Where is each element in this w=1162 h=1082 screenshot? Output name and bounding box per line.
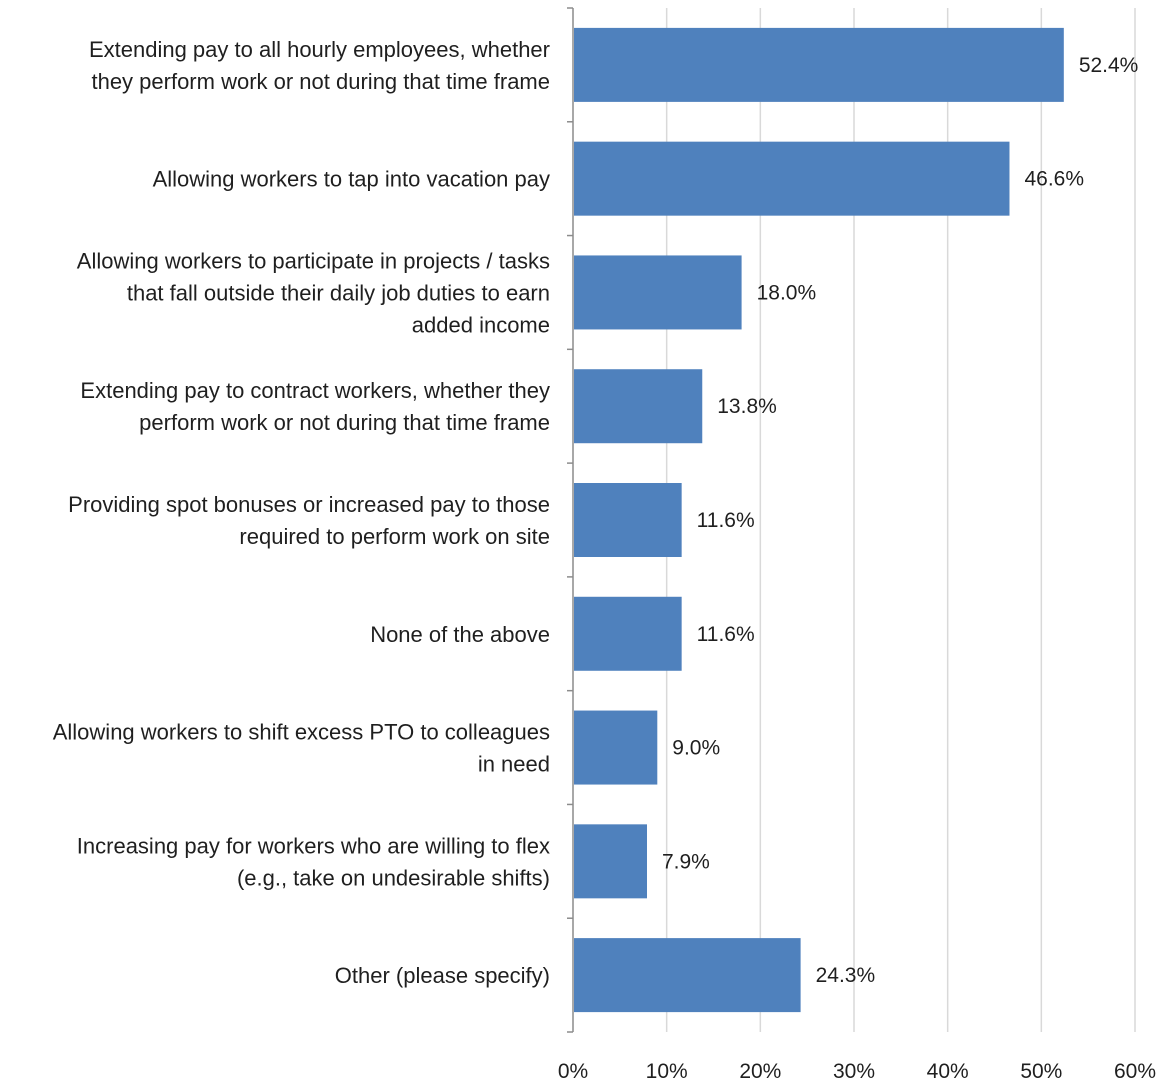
x-tick-label: 30% — [833, 1060, 875, 1082]
bar — [574, 710, 658, 785]
value-label: 52.4% — [1079, 54, 1139, 77]
category-label: Extending pay to contract workers, wheth… — [80, 378, 550, 403]
bar — [574, 938, 801, 1013]
bars — [574, 27, 1064, 1013]
category-label: they perform work or not during that tim… — [91, 69, 550, 94]
bar — [574, 369, 703, 444]
category-label: required to perform work on site — [239, 524, 550, 549]
x-tick-labels: 0% 10% 20% 30% 40% 50% 60% — [558, 1060, 1156, 1082]
x-tick-label: 60% — [1114, 1060, 1156, 1082]
value-labels: 52.4% 46.6% 18.0% 13.8% 11.6% 11.6% 9.0% 7.9% 24… — [662, 54, 1138, 987]
category-label: Providing spot bonuses or increased pay … — [68, 492, 550, 517]
bar — [574, 255, 742, 330]
category-label: Extending pay to all hourly employees, w… — [89, 37, 550, 62]
category-label: in need — [478, 752, 550, 777]
category-label: Allowing workers to shift excess PTO to … — [53, 720, 550, 745]
y-axis — [567, 7, 574, 1033]
value-label: 11.6% — [697, 623, 755, 646]
category-label: perform work or not during that time fra… — [139, 410, 550, 435]
bar — [574, 824, 647, 899]
x-tick-label: 40% — [927, 1060, 969, 1082]
value-label: 24.3% — [816, 964, 876, 987]
value-label: 7.9% — [662, 850, 710, 873]
value-label: 11.6% — [697, 509, 755, 532]
x-tick-label: 10% — [646, 1060, 688, 1082]
x-tick-label: 20% — [739, 1060, 781, 1082]
value-label: 18.0% — [757, 281, 817, 304]
x-tick-label: 50% — [1020, 1060, 1062, 1082]
category-label: Allowing workers to participate in proje… — [77, 248, 550, 273]
category-label: Allowing workers to tap into vacation pa… — [153, 167, 550, 192]
x-tick-label: 0% — [558, 1060, 588, 1082]
category-labels: Extending pay to all hourly employees, w… — [53, 37, 550, 988]
category-label: None of the above — [370, 622, 550, 647]
bar — [574, 596, 682, 671]
category-label: Other (please specify) — [335, 963, 550, 988]
category-label: that fall outside their daily job duties… — [127, 280, 550, 305]
value-label: 9.0% — [672, 737, 720, 760]
bar — [574, 27, 1064, 102]
value-label: 13.8% — [717, 395, 777, 418]
bar — [574, 141, 1010, 216]
category-label: added income — [412, 312, 550, 337]
category-label: Increasing pay for workers who are willi… — [77, 833, 550, 858]
bar — [574, 483, 682, 557]
category-label: (e.g., take on undesirable shifts) — [237, 865, 550, 890]
value-label: 46.6% — [1024, 168, 1084, 191]
